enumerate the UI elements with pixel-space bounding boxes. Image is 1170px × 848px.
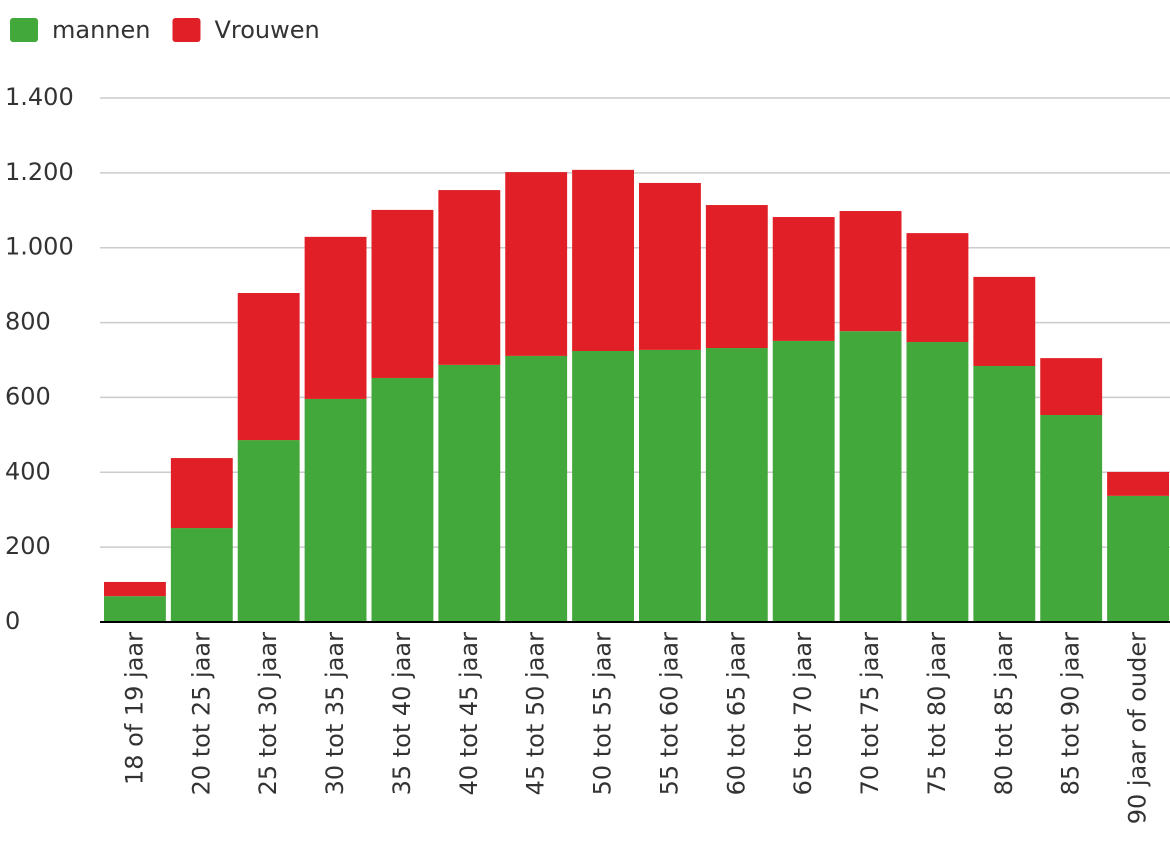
bar <box>572 169 634 352</box>
y-tick-label: 400 <box>5 457 51 485</box>
bar <box>772 217 835 341</box>
x-tick-label: 90 jaar of ouder <box>1124 632 1152 824</box>
bar <box>371 209 434 378</box>
bar <box>572 351 634 622</box>
x-tick-label: 35 tot 40 jaar <box>388 632 416 796</box>
bar <box>1107 495 1169 622</box>
y-tick-label: 1.200 <box>5 158 74 186</box>
bar <box>839 211 902 332</box>
bar <box>438 190 501 365</box>
bar <box>906 233 969 343</box>
bar <box>304 398 367 622</box>
bar <box>639 349 701 622</box>
y-tick-label: 600 <box>5 382 51 410</box>
bar <box>505 172 568 356</box>
x-tick-label: 55 tot 60 jaar <box>655 632 683 796</box>
bar <box>1107 471 1169 496</box>
bar <box>371 377 434 622</box>
x-tick-label: 18 of 19 jaar <box>120 632 148 785</box>
y-tick-label: 800 <box>5 308 51 336</box>
bar <box>237 440 300 622</box>
bar <box>772 340 835 622</box>
bar <box>237 293 300 441</box>
x-tick-label: 85 tot 90 jaar <box>1057 632 1085 796</box>
x-tick-label: 40 tot 45 jaar <box>455 632 483 796</box>
x-tick-label: 70 tot 75 jaar <box>856 632 884 796</box>
bar <box>1040 415 1103 622</box>
bar <box>705 348 768 622</box>
legend-swatch <box>172 18 201 42</box>
bar <box>438 364 501 622</box>
y-tick-label: 1.400 <box>5 83 74 111</box>
bar <box>104 596 166 622</box>
bar <box>170 458 233 529</box>
x-tick-label: 25 tot 30 jaar <box>254 632 282 796</box>
bar <box>505 355 568 622</box>
bar <box>973 276 1036 366</box>
bar <box>705 205 768 349</box>
bar <box>839 331 902 622</box>
y-tick-label: 200 <box>5 532 51 560</box>
legend-swatch <box>10 18 38 42</box>
bar <box>104 581 166 597</box>
x-tick-label: 60 tot 65 jaar <box>722 632 750 796</box>
x-tick-label: 30 tot 35 jaar <box>321 632 349 796</box>
y-tick-label: 0 <box>5 607 20 635</box>
bar <box>170 528 233 622</box>
bar <box>639 182 701 350</box>
y-tick-label: 1.000 <box>5 233 74 261</box>
bar <box>973 365 1036 622</box>
bar <box>304 236 367 399</box>
x-tick-label: 50 tot 55 jaar <box>589 632 617 796</box>
bar <box>1040 358 1103 416</box>
x-tick-label: 65 tot 70 jaar <box>789 632 817 796</box>
bar <box>906 342 969 622</box>
x-tick-label: 80 tot 85 jaar <box>990 632 1018 796</box>
x-tick-label: 45 tot 50 jaar <box>522 632 550 796</box>
x-tick-label: 20 tot 25 jaar <box>187 632 215 796</box>
legend-label: Vrouwen <box>214 16 319 44</box>
legend-label: mannen <box>52 16 150 44</box>
x-tick-label: 75 tot 80 jaar <box>923 632 951 796</box>
